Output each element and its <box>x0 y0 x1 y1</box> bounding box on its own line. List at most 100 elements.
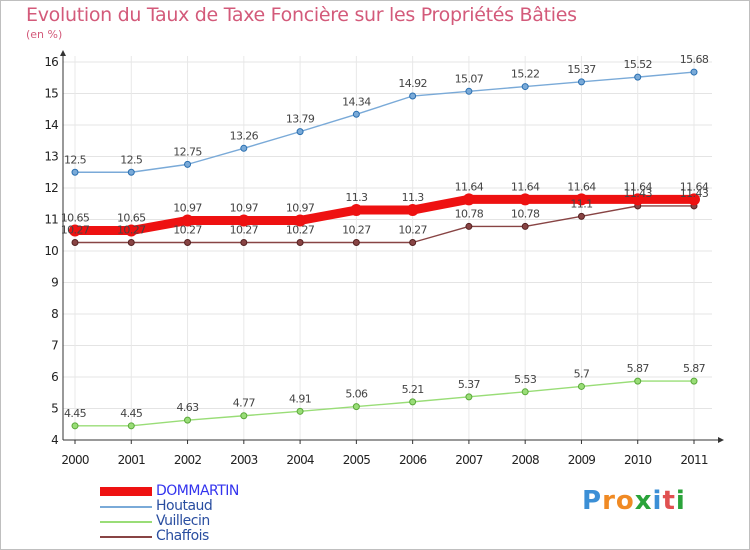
y-tick-label: 13 <box>44 150 58 164</box>
data-point <box>462 193 475 206</box>
data-point <box>350 204 363 217</box>
data-label: 10.78 <box>511 207 540 220</box>
data-point <box>577 78 585 86</box>
legend-swatch <box>100 506 152 508</box>
data-label: 11.1 <box>570 197 592 210</box>
data-point <box>409 92 417 100</box>
data-point <box>519 193 532 206</box>
data-label: 11.64 <box>567 180 596 193</box>
y-tick-label: 11 <box>44 213 58 227</box>
data-label: 10.27 <box>286 223 315 236</box>
data-label: 10.27 <box>342 223 371 236</box>
data-point <box>688 193 700 206</box>
x-tick-label: 2002 <box>174 453 202 467</box>
data-point <box>465 393 473 401</box>
y-tick-label: 8 <box>51 307 58 321</box>
data-label: 10.97 <box>173 201 202 214</box>
data-label: 10.27 <box>230 223 259 236</box>
y-tick-label: 7 <box>51 339 58 353</box>
data-point <box>240 144 248 152</box>
data-label: 4.45 <box>120 407 143 420</box>
legend-swatch <box>100 536 152 538</box>
data-point <box>69 224 81 237</box>
data-label: 5.37 <box>458 378 481 391</box>
data-point <box>71 238 79 246</box>
y-tick-label: 14 <box>44 118 58 132</box>
data-label: 15.68 <box>680 53 709 66</box>
x-tick-label: 2003 <box>230 453 258 467</box>
data-point <box>237 214 250 227</box>
y-tick-label: 10 <box>44 244 58 258</box>
chart-title: Evolution du Taux de Taxe Foncière sur l… <box>26 4 577 26</box>
legend-swatch <box>100 487 152 496</box>
data-point <box>352 403 360 411</box>
x-tick-label: 2008 <box>512 453 540 467</box>
data-label: 13.79 <box>286 113 315 126</box>
data-label: 11.64 <box>511 180 540 193</box>
data-label: 14.92 <box>398 77 427 90</box>
data-label: 4.45 <box>64 407 87 420</box>
data-point <box>184 160 192 168</box>
data-label: 12.5 <box>64 153 87 166</box>
data-point <box>577 212 585 220</box>
data-point <box>296 238 304 246</box>
data-point <box>634 73 642 81</box>
data-label: 15.07 <box>455 72 484 85</box>
data-label: 12.75 <box>173 145 202 158</box>
series-line <box>70 194 699 236</box>
x-tick-label: 2000 <box>61 453 89 467</box>
y-tick-label: 4 <box>51 433 58 447</box>
x-tick-label: 2001 <box>118 453 146 467</box>
data-point <box>521 222 529 230</box>
y-tick-label: 9 <box>51 276 58 290</box>
series-line <box>74 380 695 427</box>
series-line <box>74 205 695 244</box>
data-label: 10.78 <box>455 207 484 220</box>
data-label: 13.26 <box>230 129 259 142</box>
data-point <box>294 214 307 227</box>
data-point <box>127 422 135 430</box>
legend-label: Vuillecin <box>156 513 210 529</box>
data-point <box>352 110 360 118</box>
data-label: 10.97 <box>230 201 259 214</box>
brand-logo: Proxiti <box>582 486 686 516</box>
legend-label: DOMMARTIN <box>156 483 239 499</box>
data-point <box>521 83 529 91</box>
data-point <box>406 204 419 217</box>
data-label: 10.65 <box>61 212 90 225</box>
y-tick-label: 6 <box>51 370 58 384</box>
brand-letter: o <box>615 486 635 516</box>
data-label: 5.21 <box>402 383 424 396</box>
brand-letter: t <box>662 486 676 516</box>
data-label: 14.34 <box>342 95 371 108</box>
data-label: 4.63 <box>176 401 199 414</box>
data-label: 11.43 <box>680 187 709 200</box>
data-label: 11.3 <box>345 191 368 204</box>
data-point <box>352 238 360 246</box>
data-point <box>127 168 135 176</box>
x-tick-label: 2004 <box>286 453 314 467</box>
x-tick-label: 2005 <box>343 453 371 467</box>
plot-area <box>63 56 714 440</box>
brand-letter: i <box>675 486 686 516</box>
chart-unit-label: (en %) <box>26 28 63 41</box>
data-label: 11.3 <box>402 191 425 204</box>
legend-label: Chaffois <box>156 528 209 544</box>
y-tick-label: 16 <box>44 55 58 69</box>
y-tick-label: 15 <box>44 87 58 101</box>
data-label: 5.87 <box>683 362 706 375</box>
data-point <box>296 407 304 415</box>
data-point <box>409 238 417 246</box>
data-label: 10.65 <box>117 212 146 225</box>
brand-letter: i <box>652 486 663 516</box>
data-label: 15.52 <box>623 58 652 71</box>
x-tick-label: 2006 <box>399 453 427 467</box>
brand-letter: x <box>634 486 653 516</box>
data-point <box>521 388 529 396</box>
data-label: 10.27 <box>173 223 202 236</box>
data-point <box>296 128 304 136</box>
data-point <box>240 238 248 246</box>
data-label: 11.64 <box>455 180 484 193</box>
data-label: 10.27 <box>61 223 90 236</box>
data-point <box>465 87 473 95</box>
